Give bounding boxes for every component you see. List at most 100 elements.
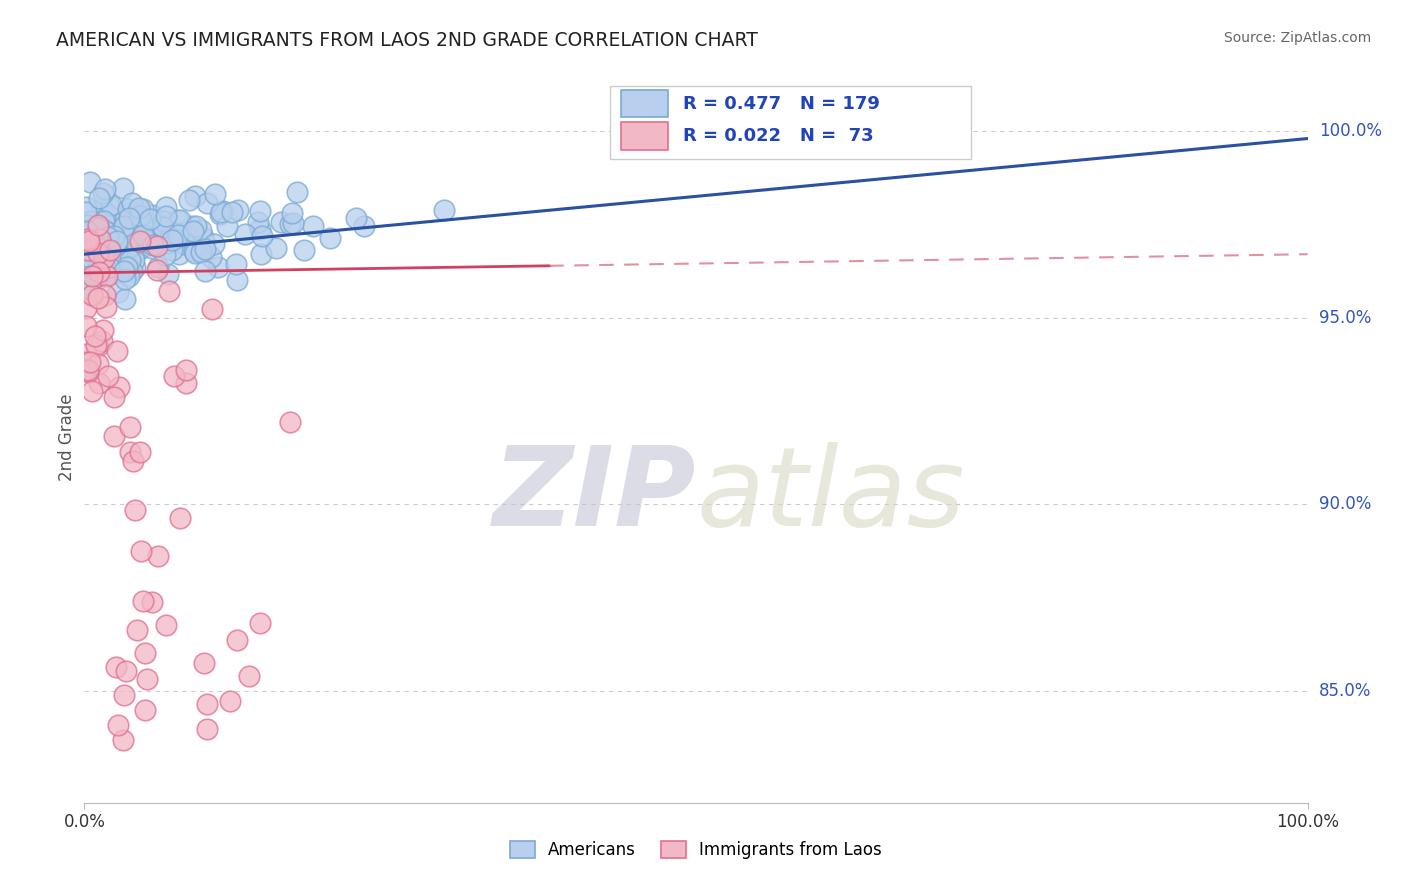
Point <box>194 243 217 257</box>
Point <box>90 334 112 348</box>
Point <box>75 223 97 237</box>
Point <box>76 365 98 379</box>
Point <box>134 646 156 660</box>
Point <box>174 376 197 390</box>
Point <box>122 222 145 236</box>
Point <box>141 241 163 255</box>
Point <box>107 220 129 235</box>
Point <box>118 231 141 245</box>
Point <box>128 242 150 256</box>
Point <box>281 216 304 230</box>
Point <box>160 243 183 257</box>
Point <box>249 222 271 236</box>
Point <box>83 222 105 236</box>
Point <box>118 420 141 434</box>
Point <box>225 257 247 271</box>
Point <box>112 219 135 234</box>
FancyBboxPatch shape <box>610 86 972 159</box>
Point <box>221 205 243 219</box>
Text: AMERICAN VS IMMIGRANTS FROM LAOS 2ND GRADE CORRELATION CHART: AMERICAN VS IMMIGRANTS FROM LAOS 2ND GRA… <box>56 31 758 50</box>
Point <box>117 219 139 234</box>
Point <box>76 232 98 246</box>
Point <box>75 319 97 334</box>
Point <box>208 207 231 221</box>
Point <box>84 226 107 240</box>
Point <box>249 247 271 261</box>
Point <box>132 227 155 242</box>
Point <box>173 228 195 243</box>
Point <box>98 199 121 213</box>
Point <box>86 339 108 353</box>
Point <box>278 218 301 232</box>
Point <box>80 214 103 228</box>
Text: 90.0%: 90.0% <box>1319 495 1371 513</box>
Point <box>115 260 138 274</box>
Point <box>128 202 150 216</box>
Point <box>103 229 125 244</box>
Point <box>280 206 302 220</box>
Point <box>100 264 122 278</box>
Point <box>135 219 157 234</box>
Y-axis label: 2nd Grade: 2nd Grade <box>58 393 76 481</box>
Point <box>217 219 239 234</box>
Point <box>75 355 97 369</box>
Point <box>87 246 110 260</box>
Point <box>75 301 97 315</box>
Point <box>94 300 117 314</box>
Point <box>77 236 100 251</box>
Point <box>174 224 197 238</box>
Point <box>124 260 146 274</box>
Point <box>184 189 207 203</box>
Text: R = 0.477   N = 179: R = 0.477 N = 179 <box>682 95 879 112</box>
Point <box>344 211 367 225</box>
Point <box>76 262 98 277</box>
Point <box>112 263 135 277</box>
Point <box>87 219 110 234</box>
Point <box>76 225 98 239</box>
Point <box>264 241 287 255</box>
Point <box>112 733 135 747</box>
Point <box>160 233 183 247</box>
Point <box>105 248 128 262</box>
Point <box>207 260 229 274</box>
Point <box>129 209 152 223</box>
Point <box>131 594 153 608</box>
Point <box>107 239 129 253</box>
Point <box>77 363 100 377</box>
Point <box>87 265 110 279</box>
Point <box>120 217 142 231</box>
Point <box>93 213 115 227</box>
Point <box>97 239 120 253</box>
Point <box>301 219 323 233</box>
Point <box>433 202 456 217</box>
Point <box>87 191 110 205</box>
Point <box>93 251 115 265</box>
Point <box>84 246 107 260</box>
Point <box>105 236 128 251</box>
Point <box>180 219 202 234</box>
FancyBboxPatch shape <box>621 89 668 118</box>
Point <box>76 362 98 376</box>
Point <box>112 180 135 194</box>
Point <box>195 722 218 736</box>
Point <box>75 249 97 263</box>
Point <box>169 511 191 525</box>
Point <box>179 193 201 207</box>
Point <box>97 208 120 222</box>
Point <box>76 243 98 257</box>
Point <box>90 247 112 261</box>
Point <box>105 343 128 358</box>
Point <box>139 225 162 239</box>
Point <box>129 235 152 249</box>
Point <box>77 227 100 241</box>
Legend: Americans, Immigrants from Laos: Americans, Immigrants from Laos <box>502 833 890 868</box>
Point <box>100 198 122 212</box>
FancyBboxPatch shape <box>621 122 668 150</box>
Point <box>79 235 101 250</box>
Point <box>125 623 148 637</box>
Point <box>89 232 111 246</box>
Point <box>107 718 129 732</box>
Point <box>195 196 218 211</box>
Point <box>114 664 136 678</box>
Point <box>155 209 177 223</box>
